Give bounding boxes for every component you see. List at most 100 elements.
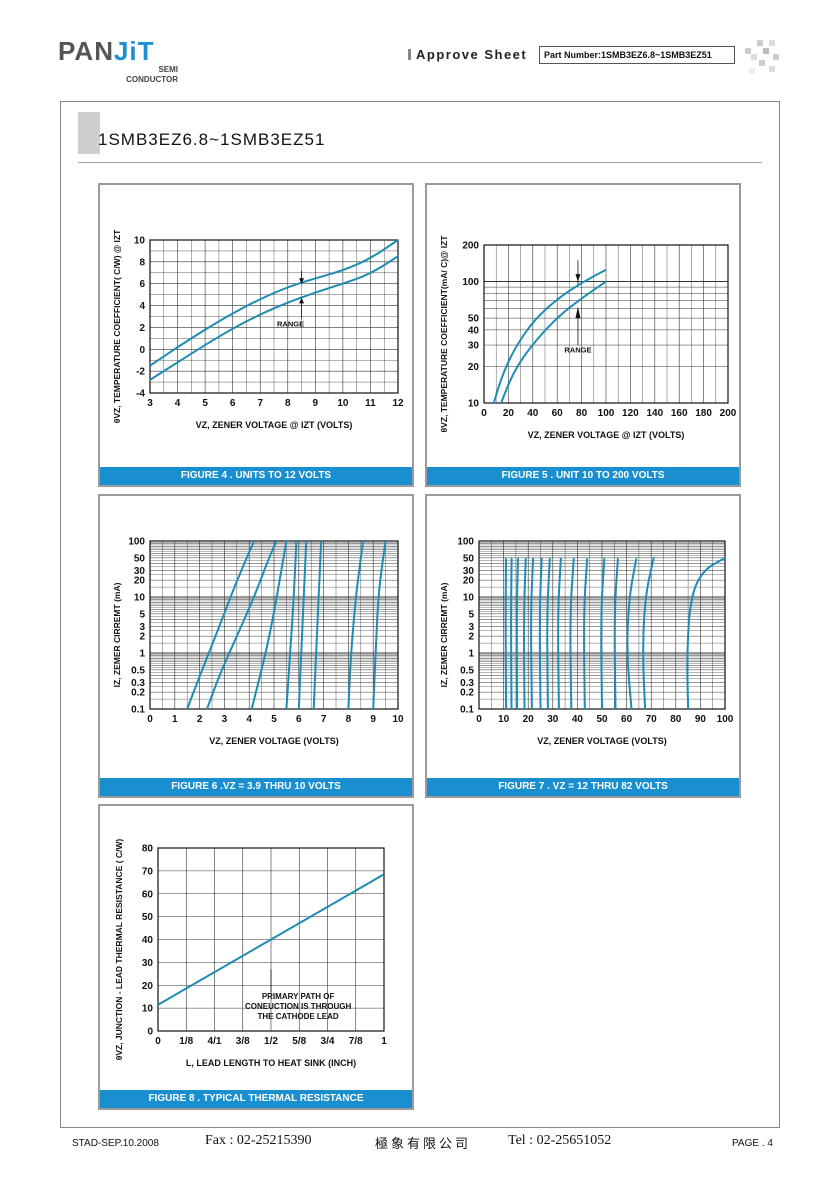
x-tick-label: 5 — [271, 714, 277, 725]
figure-7-chart: 0 10 20 30 40 50 60 70 80 90 1000.10.20.30.5123510… — [439, 537, 734, 747]
grid-lines — [149, 541, 399, 710]
x-tick-label: 4 — [246, 714, 252, 725]
y-tick-label: 30 — [142, 958, 154, 969]
x-axis-title: VZ, ZENER VOLTAGE @ IZT (VOLTS) — [528, 430, 685, 440]
x-tick-label: 0 — [476, 714, 482, 725]
y-tick-label: 100 — [462, 277, 479, 288]
logo-jit-text: JiT — [113, 36, 155, 66]
figure-8-panel: 0 1/8 4/1 3/8 1/2 5/8 3/4 7/8 1 0 10 20 30 40 50 60 70 80… — [98, 804, 414, 1110]
company-name: 極象有限公司 — [375, 1137, 472, 1152]
x-axis-title: L, LEAD LENGTH TO HEAT SINK (INCH) — [186, 1058, 356, 1068]
x-tick-label: 0 — [147, 714, 153, 725]
range-annotation: RANGE — [277, 319, 304, 328]
y-tick-label: 60 — [142, 889, 154, 900]
series-line — [206, 539, 278, 710]
x-tick-label: 100 — [598, 408, 615, 419]
x-tick-label: 1 — [172, 714, 178, 725]
series-line — [297, 540, 308, 710]
plot-frame — [157, 847, 385, 1032]
x-tick-label: 140 — [646, 408, 663, 419]
y-tick-label: 10 — [468, 399, 480, 410]
thermal-annotation: PRIMARY PATH OF CONEUCTION IS THROUGH THE … — [245, 992, 351, 1021]
x-tick-label: 7/8 — [349, 1036, 363, 1047]
series-line — [530, 557, 535, 710]
y-tick-label: 0.5 — [131, 665, 145, 676]
series-line — [546, 556, 551, 710]
page-number: PAGE . 4 — [732, 1138, 773, 1149]
series-line — [285, 540, 298, 710]
x-tick-label: 11 — [365, 398, 376, 409]
page-title: 1SMB3EZ6.8~1SMB3EZ51 — [98, 130, 326, 149]
y-tick-label: 0.1 — [460, 705, 474, 716]
figure-6-chart: 0 1 2 3 4 5 6 7 8 9 100.10.20.30.5123510203050100V… — [112, 537, 404, 747]
x-tick-label: 120 — [622, 408, 639, 419]
x-tick-label: 8 — [346, 714, 352, 725]
y-tick-label: 100 — [128, 537, 145, 548]
x-tick-label: 20 — [503, 408, 515, 419]
y-tick-label: 0 — [139, 345, 145, 356]
y-tick-label: 2 — [139, 323, 145, 334]
range-arrowhead-bottom — [575, 306, 581, 319]
logo-conductor-text: CONDUCTOR — [126, 75, 178, 84]
series-line — [523, 556, 527, 710]
x-tick-label: 3/8 — [236, 1036, 250, 1047]
y-axis-title: θVZ, JUNCTION - LEAD THERMAL RESISTANCE … — [114, 839, 124, 1061]
y-tick-label: 0.2 — [131, 688, 145, 699]
plot-frame — [483, 244, 729, 404]
x-tick-label: 10 — [337, 398, 349, 409]
x-tick-label: 5 — [202, 398, 208, 409]
x-tick-label: 50 — [596, 714, 608, 725]
y-tick-label: 80 — [142, 844, 154, 855]
series-line — [538, 557, 543, 710]
series-line — [515, 556, 519, 710]
series-line — [149, 255, 399, 381]
series-line — [186, 539, 256, 710]
x-tick-label: 1/8 — [179, 1036, 193, 1047]
x-axis-title: VZ, ZENER VOLTAGE @ IZT (VOLTS) — [196, 420, 353, 430]
page-frame — [60, 101, 780, 1128]
x-tick-label: 12 — [392, 398, 404, 409]
x-tick-label: 80 — [670, 714, 682, 725]
range-arrowhead-top — [299, 278, 305, 284]
x-tick-label: 4/1 — [208, 1036, 222, 1047]
x-tick-label: 160 — [671, 408, 688, 419]
x-tick-label: 100 — [717, 714, 734, 725]
y-tick-label: -2 — [136, 367, 145, 378]
series-line — [613, 556, 619, 710]
x-tick-label: 30 — [547, 714, 559, 725]
figure-5-panel: 0 20 40 60 80 100 120 140 160 180 200 10 20 30 40 50 100… — [425, 183, 741, 487]
y-axis-title: θVZ, TEMPERATURE COEFFICIENT(mA/ C)@ IZT — [439, 235, 449, 433]
y-tick-label: 50 — [142, 912, 154, 923]
x-tick-label: 6 — [296, 714, 302, 725]
y-tick-label: 50 — [463, 553, 475, 564]
y-tick-label: 5 — [139, 609, 145, 620]
y-tick-label: 10 — [463, 593, 475, 604]
x-tick-label: 80 — [576, 408, 588, 419]
x-tick-label: 20 — [523, 714, 535, 725]
x-tick-label: 10 — [498, 714, 510, 725]
y-tick-label: 200 — [462, 241, 479, 252]
x-tick-label: 70 — [646, 714, 658, 725]
y-tick-label: 70 — [142, 866, 154, 877]
tel-number: Tel : 02-25651052 — [508, 1133, 612, 1148]
series-line — [149, 239, 399, 367]
x-tick-label: 90 — [695, 714, 707, 725]
figure-4-panel: 3 4 5 6 7 8 9 10 11 12 -4 -2 0 2 4 6 8 10 VZ, ZENER VOLTAG… — [98, 183, 414, 487]
annotation-line: THE CATHODE LEAD — [258, 1012, 339, 1021]
series-line — [250, 539, 288, 710]
series-line — [492, 268, 607, 404]
series-line — [642, 556, 655, 710]
range-annotation: RANGE — [564, 346, 591, 355]
y-tick-label: 1 — [468, 649, 474, 660]
figure-5-caption: FIGURE 5 . UNIT 10 TO 200 VOLTS — [427, 467, 739, 485]
figure-4-chart: 3 4 5 6 7 8 9 10 11 12 -4 -2 0 2 4 6 8 10 VZ, ZENER VOLTAG… — [112, 229, 404, 430]
grid-lines — [149, 239, 399, 394]
x-tick-label: 3 — [147, 398, 153, 409]
y-tick-label: 0.3 — [131, 678, 145, 689]
x-tick-label: 9 — [313, 398, 319, 409]
y-tick-label: 100 — [457, 537, 474, 548]
y-tick-label: 20 — [468, 362, 480, 373]
x-tick-label: 3 — [222, 714, 228, 725]
company-logo: PANJiT SEMI CONDUCTOR — [58, 38, 178, 84]
title-tab-decoration — [78, 112, 100, 154]
